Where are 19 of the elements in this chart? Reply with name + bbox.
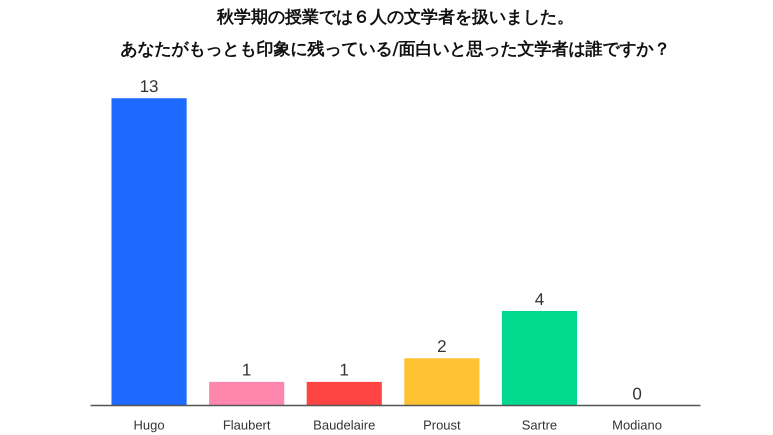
data-label: 1 — [242, 360, 252, 380]
chart-subtitle: あなたがもっとも印象に残っている/面白いと思った文学者は誰ですか？ — [120, 40, 671, 60]
bar — [306, 382, 382, 406]
x-tick-label: Modiano — [612, 418, 662, 432]
x-tick-label: Sartre — [522, 418, 558, 432]
x-tick-label: Hugo — [134, 418, 165, 432]
chart-title: 秋学期の授業では６人の文学者を扱いました。 — [216, 8, 574, 28]
bar — [111, 98, 187, 406]
bar — [404, 358, 480, 406]
data-label: 1 — [340, 360, 349, 380]
data-label: 13 — [140, 77, 159, 96]
x-tick-label: Proust — [423, 418, 462, 432]
bar — [502, 310, 578, 406]
x-tick-label: Flaubert — [222, 418, 271, 432]
x-tick-label: Baudelaire — [313, 418, 376, 432]
data-label: 2 — [437, 337, 447, 356]
data-label: 0 — [632, 384, 642, 404]
data-label: 4 — [534, 290, 544, 309]
bar — [209, 382, 284, 406]
